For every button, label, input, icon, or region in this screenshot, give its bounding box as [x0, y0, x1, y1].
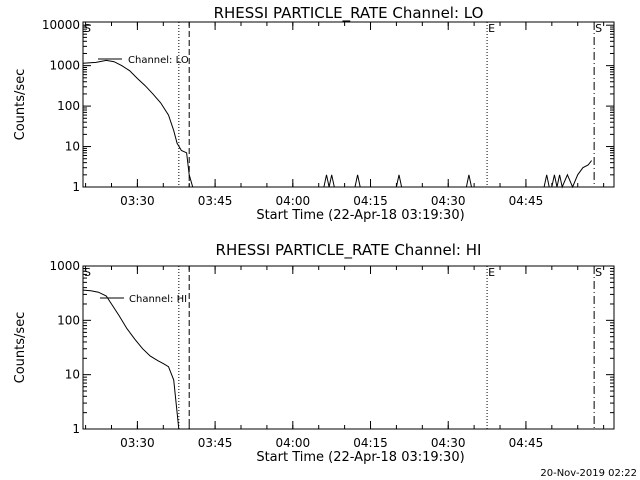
chart-channel-lo: RHESSI PARTICLE_RATE Channel: LO 1 10 100 10…: [13, 4, 615, 223]
y-tick-label: 10: [65, 140, 80, 154]
x-tick-label: 04:45: [509, 436, 544, 450]
y-tick-label: 1: [72, 422, 80, 436]
x-tick-label: 04:30: [431, 436, 466, 450]
y-axis-label: Counts/sec: [13, 69, 28, 141]
event-marker: S: [84, 266, 91, 279]
plot-frame: [82, 265, 615, 430]
x-tick-label: 04:15: [353, 436, 388, 450]
event-marker: S: [595, 22, 602, 35]
y-tick-label: 1000: [49, 59, 80, 73]
y-tick-label: 1000: [49, 259, 80, 273]
chart-title: RHESSI PARTICLE_RATE Channel: LO: [214, 4, 484, 23]
x-tick-label: 04:00: [276, 194, 311, 208]
x-axis-label: Start Time (22-Apr-18 03:19:30): [256, 208, 464, 223]
event-marker: E: [488, 22, 495, 35]
series-line: [82, 59, 592, 189]
y-tick-label: 100: [57, 313, 80, 327]
series-label: Channel: LO: [128, 55, 189, 66]
chart-title: RHESSI PARTICLE_RATE Channel: HI: [216, 241, 482, 260]
y-tick-label: 10: [65, 368, 80, 382]
y-tick-label: 1: [72, 180, 80, 194]
x-tick-label: 04:45: [509, 194, 544, 208]
series-line: [82, 289, 180, 430]
x-tick-label: 03:45: [198, 194, 233, 208]
plot-frame: [82, 21, 615, 188]
y-tick-label: 100: [57, 99, 80, 113]
x-tick-label: 04:15: [353, 194, 388, 208]
event-marker: S: [84, 22, 91, 35]
event-marker: S: [595, 266, 602, 279]
event-marker: E: [488, 266, 495, 279]
x-tick-label: 04:00: [276, 436, 311, 450]
x-tick-label: 04:30: [431, 194, 466, 208]
y-axis-label: Counts/sec: [13, 312, 28, 384]
x-tick-label: 03:30: [120, 194, 155, 208]
footer-timestamp: 20-Nov-2019 02:22: [540, 468, 637, 479]
x-axis-label: Start Time (22-Apr-18 03:19:30): [256, 450, 464, 465]
chart-channel-hi: RHESSI PARTICLE_RATE Channel: HI 1 10 100 10…: [13, 241, 615, 465]
series-label: Channel: HI: [129, 294, 187, 305]
x-tick-label: 03:30: [120, 436, 155, 450]
x-tick-label: 03:45: [198, 436, 233, 450]
y-tick-label: 10000: [42, 18, 80, 32]
